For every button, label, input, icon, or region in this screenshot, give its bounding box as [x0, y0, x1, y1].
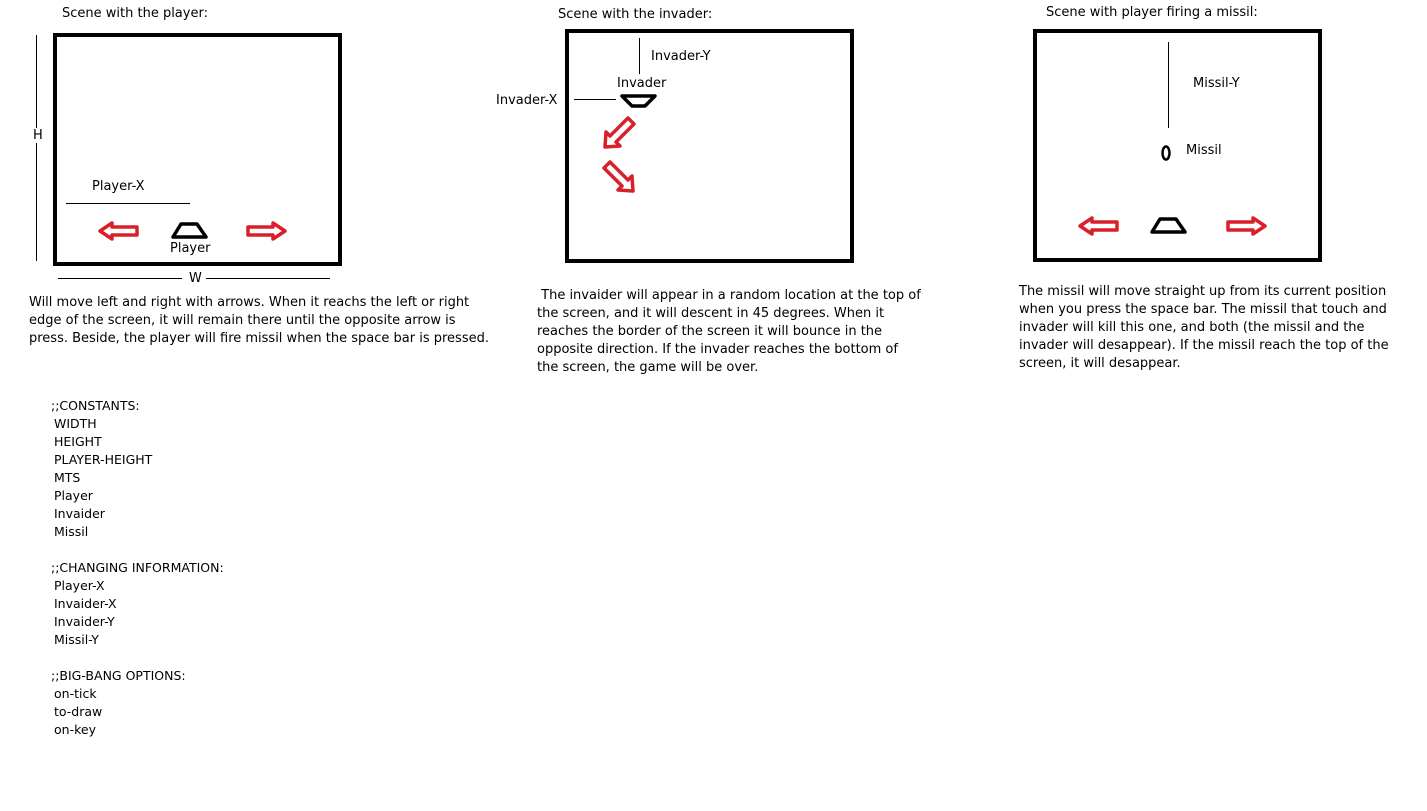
constants-header: ;;CONSTANTS: — [51, 398, 140, 413]
missil-label: Missil — [1186, 143, 1222, 158]
constant-item: Missil — [54, 524, 89, 539]
right-arrow-icon — [1226, 216, 1267, 236]
constant-item: WIDTH — [54, 416, 97, 431]
missil-y-label: Missil-Y — [1193, 76, 1240, 91]
description-line: screen, it will desappear. — [1019, 356, 1181, 371]
description-line: edge of the screen, it will remain there… — [29, 313, 456, 328]
description-line: The invaider will appear in a random loc… — [537, 288, 921, 303]
constant-item: PLAYER-HEIGHT — [54, 452, 153, 467]
constant-item: Invaider — [54, 506, 105, 521]
left-arrow-icon — [1078, 216, 1119, 236]
missil-scene-frame — [1033, 29, 1322, 262]
bigbang-item: on-key — [54, 722, 96, 737]
constant-item: Player — [54, 488, 93, 503]
scene3-title: Scene with player firing a missil: — [1046, 5, 1258, 20]
player-x-label: Player-X — [92, 179, 145, 194]
description-line: Will move left and right with arrows. Wh… — [29, 295, 470, 310]
invader-y-line — [639, 38, 640, 74]
bigbang-item: on-tick — [54, 686, 97, 701]
constant-item: MTS — [54, 470, 81, 485]
down-left-arrow-icon — [603, 116, 636, 149]
invader-scene-description: The invaider will appear in a random loc… — [537, 287, 921, 377]
description-line: opposite direction. If the invader reach… — [537, 342, 898, 357]
invader-y-label: Invader-Y — [651, 49, 711, 64]
changing-item: Invaider-X — [54, 596, 117, 611]
description-line: the screen, and it will descent in 45 de… — [537, 306, 885, 321]
design-notes: ;;CONSTANTS: WIDTH HEIGHT PLAYER-HEIGHT … — [51, 397, 224, 739]
width-label: W — [189, 271, 202, 286]
constant-item: HEIGHT — [54, 434, 102, 449]
height-dimension-line — [36, 35, 37, 261]
player-ship-icon — [171, 222, 208, 239]
width-dimension-line-right — [206, 278, 330, 279]
description-line: when you press the space bar. The missil… — [1019, 302, 1387, 317]
scene2-title: Scene with the invader: — [558, 7, 713, 22]
description-line: The missil will move straight up from it… — [1019, 284, 1387, 299]
description-line: press. Beside, the player will fire miss… — [29, 331, 489, 346]
missil-y-line — [1168, 42, 1169, 128]
changing-item: Invaider-Y — [54, 614, 115, 629]
player-ship-icon — [1150, 217, 1187, 234]
description-line: reaches the border of the screen it will… — [537, 324, 883, 339]
player-scene-description: Will move left and right with arrows. Wh… — [29, 294, 489, 348]
missil-icon — [1161, 145, 1171, 161]
player-label: Player — [170, 241, 211, 256]
missil-scene-description: The missil will move straight up from it… — [1019, 283, 1389, 373]
invader-x-line — [574, 99, 616, 100]
right-arrow-icon — [246, 221, 287, 241]
description-line: invader will kill this one, and both (th… — [1019, 320, 1365, 335]
player-x-line — [66, 203, 190, 204]
invader-label: Invader — [617, 76, 667, 91]
description-line: the screen, the game will be over. — [537, 360, 759, 375]
down-right-arrow-icon — [602, 160, 635, 193]
changing-item: Player-X — [54, 578, 105, 593]
bigbang-item: to-draw — [54, 704, 103, 719]
width-dimension-line-left — [58, 278, 182, 279]
changing-header: ;;CHANGING INFORMATION: — [51, 560, 224, 575]
invader-x-label: Invader-X — [496, 93, 558, 108]
scene1-title: Scene with the player: — [62, 6, 208, 21]
left-arrow-icon — [98, 221, 139, 241]
invader-ship-icon — [620, 94, 657, 108]
bigbang-header: ;;BIG-BANG OPTIONS: — [51, 668, 186, 683]
height-label: H — [33, 128, 43, 143]
changing-item: Missil-Y — [54, 632, 99, 647]
description-line: invader will desappear). If the missil r… — [1019, 338, 1389, 353]
